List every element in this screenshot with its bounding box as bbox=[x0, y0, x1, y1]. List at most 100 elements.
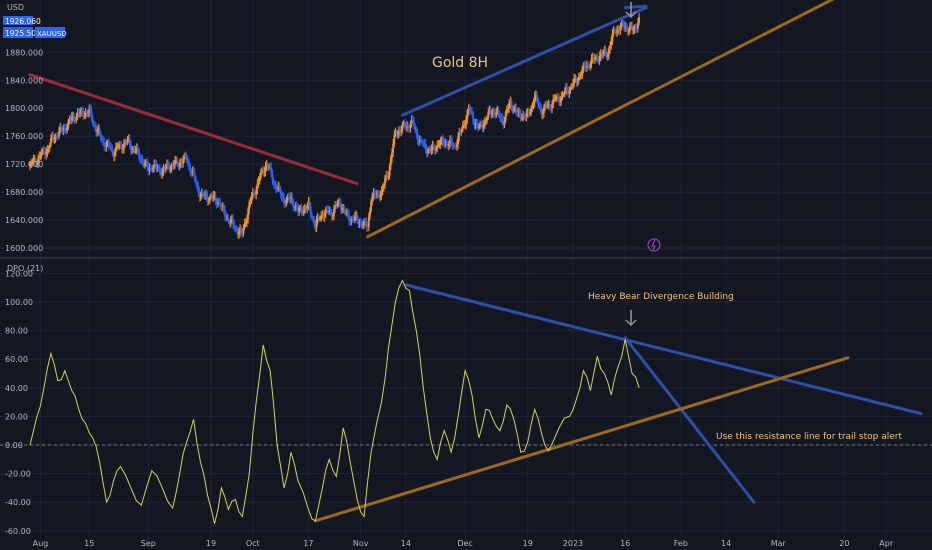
candle-body bbox=[107, 142, 110, 147]
candle-body bbox=[120, 144, 123, 149]
candle-body bbox=[468, 107, 471, 112]
candle-body bbox=[48, 145, 51, 149]
candle-body bbox=[139, 156, 142, 160]
candle-body bbox=[148, 168, 151, 171]
candle-body bbox=[471, 111, 473, 115]
candle-body bbox=[495, 112, 498, 116]
candle-body bbox=[211, 196, 214, 198]
candle-body bbox=[169, 168, 172, 170]
candle-body bbox=[218, 202, 221, 204]
candle-body bbox=[637, 22, 639, 29]
candle-body bbox=[104, 146, 107, 148]
candle-body bbox=[610, 41, 613, 46]
candle-body bbox=[421, 140, 424, 144]
candle-body bbox=[293, 207, 296, 209]
candle-body bbox=[521, 118, 523, 120]
candle-body bbox=[31, 162, 34, 164]
candle-body bbox=[605, 52, 608, 58]
candle-body bbox=[411, 119, 414, 122]
candle-body bbox=[298, 208, 301, 212]
candle-body bbox=[242, 227, 245, 234]
x-tick-label: Apr bbox=[879, 539, 894, 548]
candle-body bbox=[570, 86, 573, 88]
candle-body bbox=[96, 130, 99, 132]
candle-body bbox=[268, 167, 270, 169]
x-tick-label: Feb bbox=[674, 539, 688, 548]
candle-body bbox=[190, 171, 193, 173]
candle-body bbox=[212, 195, 215, 198]
down-arrow-icon bbox=[625, 310, 637, 327]
candle-body bbox=[420, 140, 422, 142]
candle-body bbox=[556, 96, 559, 98]
candle-body bbox=[142, 163, 145, 166]
candle-body bbox=[110, 147, 113, 149]
candle-body bbox=[287, 196, 290, 198]
candle-body bbox=[185, 156, 188, 161]
candle-body bbox=[208, 196, 211, 201]
candle-body bbox=[138, 150, 140, 157]
candle-body bbox=[353, 216, 356, 221]
candle-body bbox=[308, 201, 311, 208]
candle-body bbox=[273, 182, 276, 185]
candle-body bbox=[497, 110, 500, 114]
candle-body bbox=[200, 192, 203, 197]
candle-body bbox=[613, 29, 616, 32]
price-panel[interactable]: 1600.000 1640.000 1680.000 1720.000 1760.000… bbox=[5, 0, 886, 253]
candle-body bbox=[52, 136, 55, 140]
candle-body bbox=[510, 100, 513, 108]
candle-body bbox=[111, 148, 114, 153]
candle-body bbox=[241, 230, 244, 234]
candle-body bbox=[146, 161, 149, 167]
candle-body bbox=[554, 99, 557, 101]
candle-body bbox=[372, 192, 375, 197]
candle-body bbox=[300, 207, 303, 212]
candle-body bbox=[321, 214, 324, 216]
candle-body bbox=[322, 214, 325, 217]
candle-body bbox=[466, 111, 469, 119]
candle-body bbox=[579, 77, 581, 79]
candle-body bbox=[150, 168, 153, 170]
candle-body bbox=[626, 27, 629, 32]
candle-body bbox=[249, 200, 252, 203]
price-trendlines[interactable] bbox=[28, 0, 886, 239]
x-tick-label: 14 bbox=[401, 539, 411, 548]
candle-body bbox=[611, 33, 614, 42]
candle-body bbox=[179, 162, 182, 164]
candle-body bbox=[446, 143, 449, 147]
currency-label: USD bbox=[7, 3, 24, 12]
dpo-y-tick-label: 0.00 bbox=[5, 441, 23, 450]
candle-body bbox=[445, 143, 448, 145]
candle-body bbox=[219, 202, 222, 207]
candle-body bbox=[357, 219, 360, 224]
candle-body bbox=[44, 151, 46, 155]
candle-body bbox=[256, 183, 259, 190]
candle-body bbox=[433, 146, 436, 151]
x-tick-label: 19 bbox=[523, 539, 533, 548]
candle-body bbox=[305, 207, 308, 209]
candle-body bbox=[272, 180, 275, 183]
candle-body bbox=[156, 167, 159, 169]
indicator-trendlines[interactable] bbox=[313, 283, 923, 523]
candle-body bbox=[172, 164, 175, 166]
candle-body bbox=[59, 127, 62, 132]
dpo-y-tick-label: -60.00 bbox=[5, 527, 31, 536]
candle-body bbox=[517, 110, 520, 113]
candle-body bbox=[590, 58, 593, 65]
candle-body bbox=[401, 124, 404, 130]
candle-body bbox=[204, 193, 207, 196]
candle-body bbox=[424, 143, 427, 150]
lightning-icon[interactable] bbox=[647, 238, 661, 252]
candle-body bbox=[437, 144, 440, 146]
candle-body bbox=[619, 26, 622, 31]
candle-body bbox=[182, 159, 185, 164]
candle-body bbox=[51, 136, 53, 139]
candle-body bbox=[55, 135, 58, 137]
indicator-panel[interactable]: -60.00 -40.00 -20.00 0.00 20.00 40.00 60.00 80.… bbox=[0, 269, 932, 536]
candle-body bbox=[30, 162, 33, 164]
candle-body bbox=[486, 117, 489, 121]
candle-body bbox=[259, 171, 262, 178]
indicator-y-axis: -60.00 -40.00 -20.00 0.00 20.00 40.00 60.00 80.… bbox=[5, 269, 33, 535]
candle-body bbox=[266, 163, 269, 168]
candle-body bbox=[288, 197, 291, 199]
